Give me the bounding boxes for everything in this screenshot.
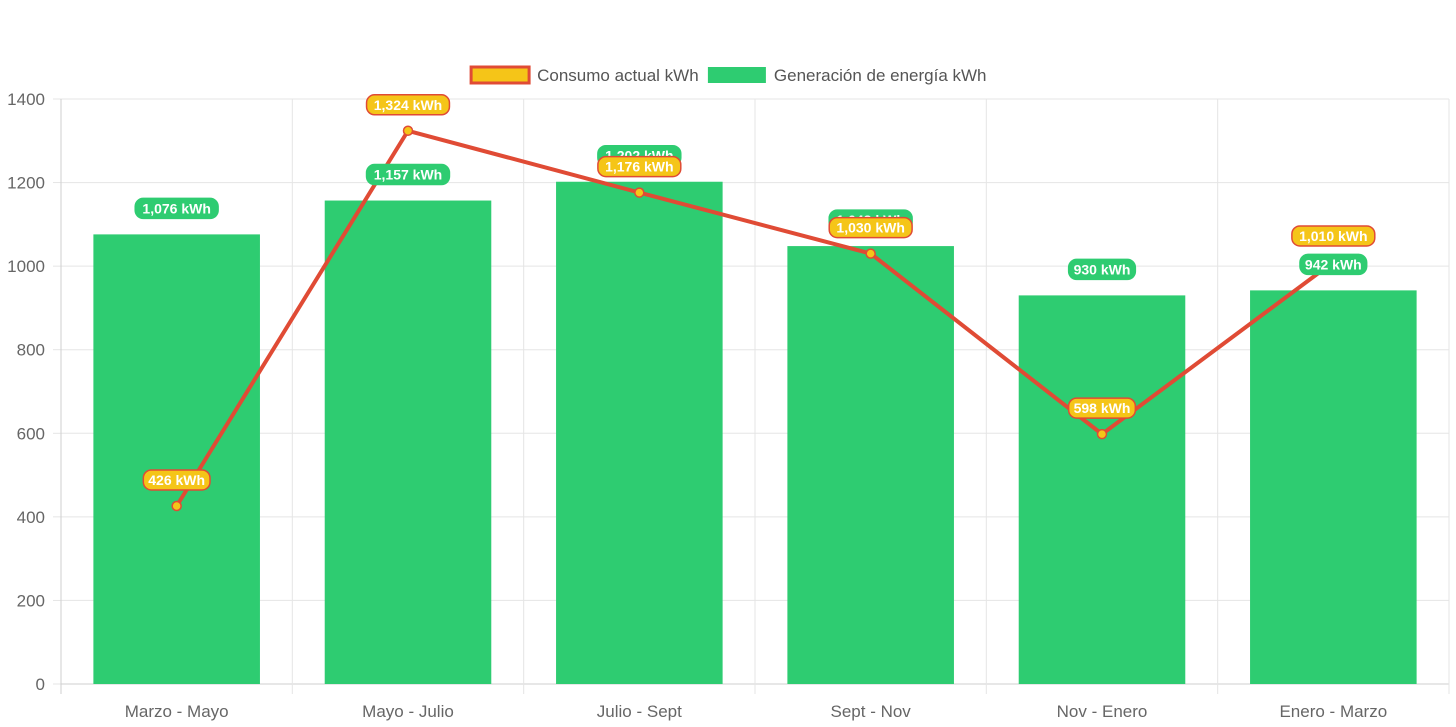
point-consumption[interactable] [634, 187, 645, 198]
bar-generation[interactable] [1018, 295, 1186, 684]
line-value-label-text: 1,010 kWh [1299, 228, 1367, 244]
line-value-label: 426 kWh [142, 469, 211, 491]
bar-value-label-text: 1,076 kWh [142, 200, 210, 216]
y-tick-label: 800 [17, 341, 45, 360]
legend-item[interactable]: Consumo actual kWh [469, 65, 699, 85]
x-tick-label: Nov - Enero [1057, 702, 1148, 721]
line-value-label-background [597, 155, 682, 178]
y-tick-label: 200 [17, 591, 45, 610]
point-consumption[interactable] [1096, 428, 1108, 440]
y-tick-label: 1200 [7, 174, 45, 193]
point-consumption[interactable] [171, 500, 182, 512]
line-value-label-background [142, 469, 211, 491]
bar-value-label: 930 kWh [1067, 258, 1137, 281]
line-value-label-background [1067, 397, 1137, 419]
x-tick-label: Enero - Marzo [1279, 702, 1387, 721]
line-value-label-text: 1,324 kWh [374, 97, 442, 113]
bar-value-label-text: 930 kWh [1074, 261, 1131, 277]
line-value-label-background [1291, 225, 1376, 247]
axes: 0 200 400 600 800 1000 1200 1400 Marzo - Mayo May… [7, 90, 1387, 721]
x-tick-label: Sept - Nov [831, 702, 912, 721]
point-consumption[interactable] [865, 248, 876, 259]
point-consumption[interactable] [402, 125, 414, 137]
x-tick-label: Marzo - Mayo [125, 702, 229, 721]
bar-value-label: 942 kWh [1299, 253, 1368, 276]
line-series-consumption [171, 125, 1339, 512]
line-value-label-text: 1,030 kWh [836, 220, 904, 236]
line-value-label-text: 598 kWh [1074, 400, 1131, 416]
bar-generation[interactable] [787, 246, 954, 685]
bar-generation[interactable] [93, 234, 260, 684]
legend-label: Consumo actual kWh [537, 66, 699, 85]
line-value-label: 1,176 kWh [597, 155, 682, 178]
line-value-label-text: 426 kWh [148, 472, 205, 488]
bar-value-label-background [1067, 258, 1137, 281]
x-tick-label: Julio - Sept [597, 702, 682, 721]
bar-value-label-background [134, 197, 219, 220]
legend-swatch [469, 65, 531, 85]
y-tick-label: 0 [36, 675, 45, 694]
line-consumption [174, 128, 1335, 508]
x-tick-label: Mayo - Julio [362, 702, 454, 721]
bar-generation[interactable] [556, 181, 723, 684]
legend[interactable]: Consumo actual kWh Generación de energía … [469, 65, 987, 85]
bar-value-label-background [1299, 253, 1368, 276]
bar-value-label-text: 1,157 kWh [374, 167, 442, 183]
y-tick-label: 600 [17, 424, 45, 443]
line-value-label: 1,010 kWh [1291, 225, 1376, 247]
bar-series-generation [93, 181, 1417, 685]
legend-item[interactable]: Generación de energía kWh [707, 66, 987, 85]
line-value-label-background [365, 94, 451, 116]
line-value-label-background [828, 216, 913, 239]
line-value-label: 1,030 kWh [828, 216, 913, 239]
y-tick-label: 400 [17, 508, 45, 527]
grid [53, 98, 1450, 694]
bar-generation[interactable] [324, 200, 492, 684]
legend-label: Generación de energía kWh [774, 66, 987, 85]
line-value-label-text: 1,176 kWh [605, 159, 673, 175]
line-value-label: 1,324 kWh [365, 94, 451, 116]
bar-value-label-background [365, 163, 451, 186]
legend-swatch [707, 67, 766, 83]
y-tick-label: 1000 [7, 257, 45, 276]
line-value-label: 598 kWh [1067, 397, 1137, 419]
bar-generation[interactable] [1250, 290, 1417, 684]
bar-value-label: 1,076 kWh [134, 197, 219, 220]
bar-value-label-text: 942 kWh [1305, 256, 1362, 272]
y-tick-label: 1400 [7, 90, 45, 109]
bar-value-label: 1,157 kWh [365, 163, 451, 186]
